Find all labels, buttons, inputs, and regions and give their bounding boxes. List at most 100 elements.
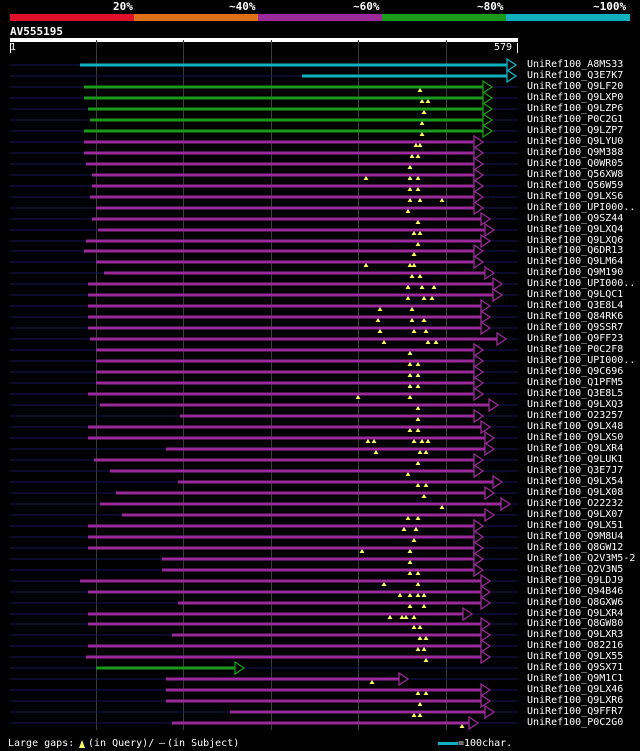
alignment-bar[interactable] [92,217,482,221]
hit-label[interactable]: UniRef100_Q9M190 [527,267,624,278]
hit-label[interactable]: UniRef100_Q9LX07 [527,509,624,520]
hit-row[interactable] [10,243,518,259]
alignment-bar[interactable] [166,447,486,451]
alignment-bar[interactable] [166,677,400,681]
alignment-bar[interactable] [100,502,502,506]
alignment-bar[interactable] [84,151,475,155]
hit-label[interactable]: UniRef100_Q9LXR4 [527,443,624,454]
alignment-bar[interactable] [180,414,475,418]
hit-row[interactable] [10,595,518,611]
hit-row[interactable] [10,287,518,303]
hit-label[interactable]: UniRef100_Q9LX46 [527,684,624,695]
alignment-bar[interactable] [96,666,236,670]
alignment-bar[interactable] [96,206,475,210]
alignment-bar[interactable] [90,337,498,341]
hit-row[interactable] [10,704,518,720]
hit-label[interactable]: UniRef100_Q9FF23 [527,333,624,344]
hit-label[interactable]: UniRef100_Q9LX54 [527,476,624,487]
hit-label[interactable]: UniRef100_Q2V3M5-2 [527,553,636,564]
hit-row[interactable] [10,584,518,600]
hit-row[interactable] [10,638,518,654]
hit-label[interactable]: UniRef100_Q9M388 [527,147,624,158]
hit-label[interactable]: UniRef100_A8MS33 [527,59,624,70]
hit-label[interactable]: UniRef100_Q9LXQ3 [527,399,624,410]
hit-label[interactable]: UniRef100_P0C2F8 [527,344,624,355]
hit-row[interactable] [10,342,518,358]
hit-row[interactable] [10,222,518,238]
hit-row[interactable] [10,419,518,435]
alignment-bar[interactable] [96,348,475,352]
hit-row[interactable] [10,309,518,325]
hit-row[interactable] [10,189,518,205]
hit-label[interactable]: UniRef100_Q9LXS0 [527,432,624,443]
alignment-bar[interactable] [110,469,475,473]
hit-row[interactable] [10,441,518,457]
hit-label[interactable]: UniRef100_Q8GW80 [527,618,624,629]
hit-label[interactable]: UniRef100_Q9SX71 [527,662,624,673]
hit-label[interactable]: UniRef100_Q6DR13 [527,245,624,256]
hit-row[interactable] [10,408,518,424]
alignment-bar[interactable] [84,96,484,100]
hit-label[interactable]: UniRef100_Q9LX55 [527,651,624,662]
hit-row[interactable] [10,540,518,556]
alignment-bar[interactable] [92,184,475,188]
hit-row[interactable] [10,606,518,622]
alignment-bar[interactable] [100,403,490,407]
hit-row[interactable] [10,474,518,490]
alignment-bar[interactable] [178,601,482,605]
hit-label[interactable]: UniRef100_Q1PFM5 [527,377,624,388]
hit-row[interactable] [10,682,518,698]
alignment-bar[interactable] [88,436,486,440]
hit-label[interactable]: UniRef100_Q2V3N5 [527,564,624,575]
hit-label[interactable]: UniRef100_Q56W59 [527,180,624,191]
alignment-bar[interactable] [92,173,475,177]
alignment-bar[interactable] [88,282,494,286]
hit-row[interactable] [10,101,518,117]
hit-label[interactable]: UniRef100_Q9LX48 [527,421,624,432]
alignment-bar[interactable] [166,688,482,692]
alignment-bar[interactable] [88,326,482,330]
hit-row[interactable] [10,79,518,95]
hit-row[interactable] [10,68,518,84]
hit-row[interactable] [10,507,518,523]
hit-row[interactable] [10,134,518,150]
alignment-bar[interactable] [80,63,508,67]
hit-label[interactable]: UniRef100_Q9LXR3 [527,629,624,640]
hit-row[interactable] [10,386,518,402]
hit-label[interactable]: UniRef100_Q9LX08 [527,487,624,498]
hit-label[interactable]: UniRef100_O23257 [527,410,624,421]
hit-row[interactable] [10,167,518,183]
hit-row[interactable] [10,123,518,139]
hit-row[interactable] [10,660,518,676]
alignment-bar[interactable] [88,546,475,550]
hit-row[interactable] [10,90,518,106]
hit-row[interactable] [10,616,518,632]
alignment-bar[interactable] [162,568,475,572]
hit-row[interactable] [10,375,518,391]
hit-label[interactable]: UniRef100_Q9M8U4 [527,531,624,542]
alignment-bar[interactable] [84,249,475,253]
hit-label[interactable]: UniRef100_Q9LXS6 [527,191,624,202]
alignment-bar[interactable] [162,557,475,561]
hit-row[interactable] [10,551,518,567]
hit-label[interactable]: UniRef100_Q0WR05 [527,158,624,169]
alignment-bar[interactable] [84,129,484,133]
hit-label[interactable]: UniRef100_Q9LXQ6 [527,235,624,246]
query-name[interactable]: AV555195 [10,25,63,38]
hit-row[interactable] [10,265,518,281]
hit-label[interactable]: UniRef100_Q9SZ44 [527,213,624,224]
hit-label[interactable]: UniRef100_Q9LF20 [527,81,624,92]
hit-label[interactable]: UniRef100_P0C2G1 [527,114,624,125]
alignment-bar[interactable] [88,612,464,616]
hit-row[interactable] [10,529,518,545]
hit-row[interactable] [10,276,518,292]
hit-label[interactable]: UniRef100_O22232 [527,498,624,509]
hit-label[interactable]: UniRef100_Q9LXQ4 [527,224,624,235]
alignment-bar[interactable] [88,622,482,626]
alignment-bar[interactable] [122,513,486,517]
hit-label[interactable]: UniRef100_Q3E8L5 [527,388,624,399]
alignment-bar[interactable] [88,293,494,297]
hit-label[interactable]: UniRef100_UPI000.. [527,278,636,289]
alignment-bar[interactable] [88,304,482,308]
hit-row[interactable] [10,430,518,446]
